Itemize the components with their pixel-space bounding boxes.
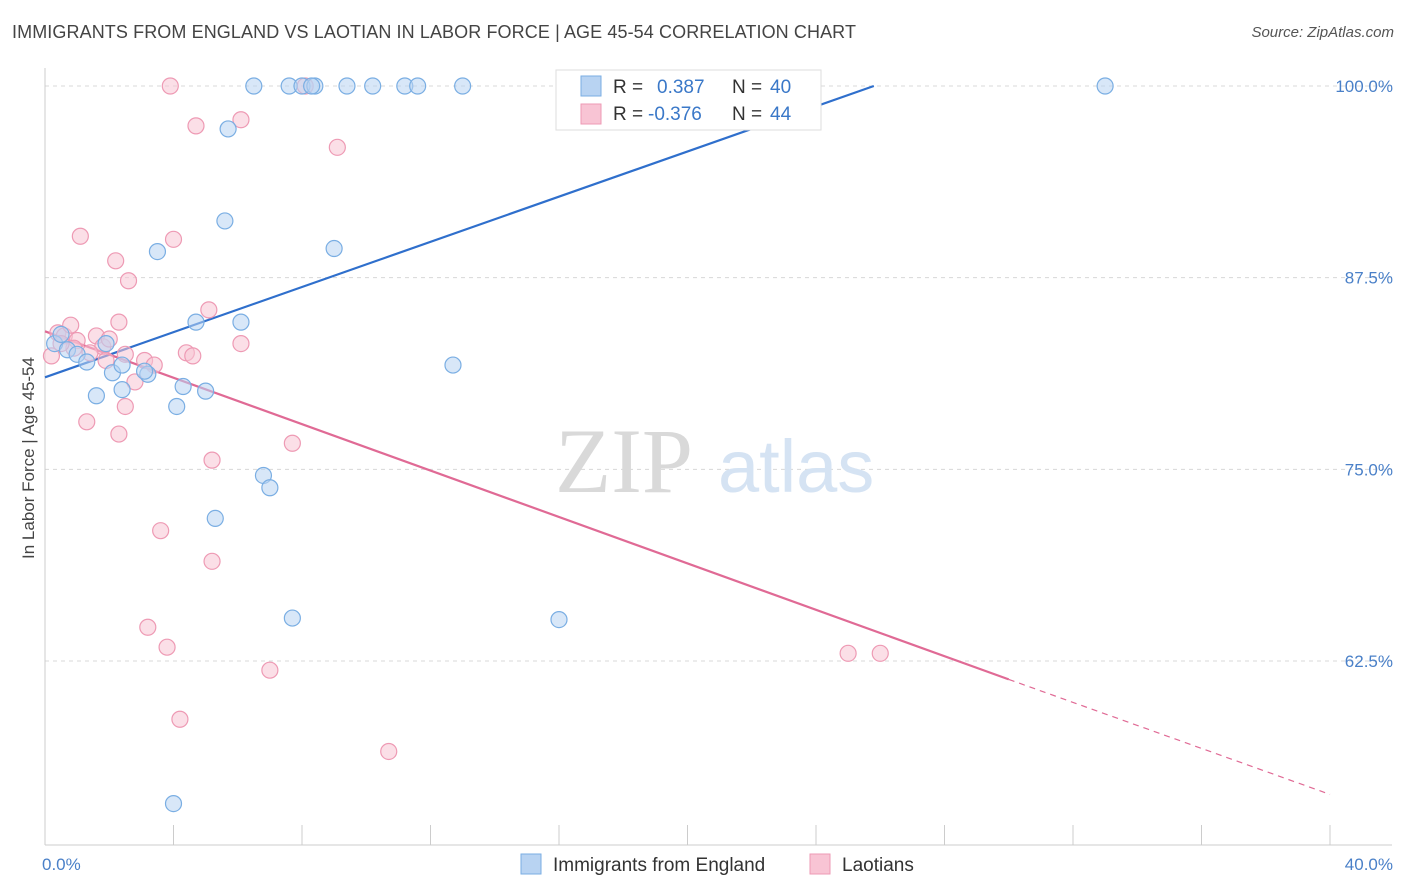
axes: [44, 68, 1392, 846]
blue-point-27: [325, 239, 343, 258]
blue-point-33: [454, 77, 472, 95]
pink-point-13: [119, 272, 138, 290]
pink-point-34: [839, 644, 857, 662]
blue-point-5: [87, 387, 106, 405]
blue-point-16: [206, 509, 224, 528]
blue-point-34: [550, 610, 568, 629]
blue-point-15: [197, 382, 215, 400]
pink-point-36: [110, 313, 128, 331]
legend-r-label-1: R =: [613, 77, 643, 98]
pink-point-29: [261, 661, 279, 679]
blue-point-28: [338, 77, 356, 95]
pink-point-42: [184, 347, 202, 365]
blue-point-8: [113, 381, 131, 399]
data-points: [42, 77, 1114, 813]
pink-point-14: [126, 373, 144, 391]
y-tick-labels: 62.5% 75.0% 87.5% 100.0%: [1335, 77, 1393, 671]
pink-point-6: [78, 413, 96, 431]
watermark-atlas: atlas: [718, 425, 874, 508]
bottom-legend-swatch-blue: [520, 853, 542, 875]
blue-point-22: [261, 479, 279, 497]
bottom-legend-swatch-pink: [809, 853, 831, 875]
pink-point-33: [380, 742, 398, 761]
pink-trend-extension: [1008, 678, 1331, 795]
pink-point-12: [116, 397, 134, 416]
blue-point-9: [113, 356, 131, 374]
pink-point-11: [110, 425, 128, 443]
y-tick-label-2: 87.5%: [1345, 269, 1393, 288]
legend-n-value-1: 40: [770, 77, 791, 98]
pink-point-20: [164, 230, 183, 248]
blue-point-18: [219, 120, 237, 138]
blue-point-1: [52, 325, 70, 343]
blue-point-13: [174, 377, 192, 396]
series-legend: Immigrants from England Laotians: [520, 853, 914, 876]
blue-point-24: [283, 609, 301, 627]
watermark: ZIP atlas: [555, 410, 874, 512]
legend-n-value-2: 44: [770, 104, 792, 125]
pink-point-18: [158, 638, 176, 656]
legend-r-label-2: R =: [613, 104, 643, 125]
watermark-zip: ZIP: [555, 410, 693, 512]
blue-point-29: [364, 77, 382, 95]
pink-point-25: [203, 451, 221, 469]
blue-point-19: [232, 313, 250, 331]
chart-title: IMMIGRANTS FROM ENGLAND VS LAOTIAN IN LA…: [12, 22, 857, 42]
pink-point-17: [152, 522, 170, 540]
blue-trend-line: [44, 84, 875, 379]
blue-point-11: [148, 243, 167, 261]
blue-point-17: [216, 212, 234, 230]
legend-r-value-2: -0.376: [648, 104, 702, 125]
pink-point-10: [107, 252, 125, 270]
blue-point-39: [303, 77, 321, 95]
pink-point-23: [187, 117, 205, 135]
gridlines: [45, 85, 1392, 662]
blue-point-12: [168, 397, 186, 416]
pink-point-24: [200, 301, 218, 319]
legend-swatch-pink: [580, 103, 602, 125]
blue-point-37: [164, 794, 183, 813]
x-tick-label-1: 40.0%: [1345, 855, 1393, 874]
source-label: Source: ZipAtlas.com: [1251, 24, 1394, 41]
blue-point-32: [444, 356, 462, 374]
y-axis-label: In Labor Force | Age 45-54: [19, 357, 38, 559]
legend-swatch-blue: [580, 75, 602, 97]
legend-n-label-2: N =: [732, 104, 762, 125]
pink-point-35: [871, 644, 889, 662]
legend-r-value-1: 0.387: [657, 77, 705, 98]
x-tick-labels: 0.0% 40.0%: [42, 855, 1393, 874]
pink-point-19: [161, 77, 179, 95]
blue-point-6: [97, 335, 115, 353]
blue-point-4: [78, 353, 96, 371]
y-tick-label-3: 100.0%: [1335, 77, 1393, 96]
blue-point-20: [245, 77, 263, 95]
pink-point-21: [171, 710, 189, 728]
x-tick-label-0: 0.0%: [42, 855, 81, 874]
pink-point-32: [328, 138, 346, 156]
y-tick-label-1: 75.0%: [1345, 460, 1393, 479]
pink-point-27: [232, 335, 250, 353]
blue-point-36: [1096, 77, 1114, 95]
legend-n-label-1: N =: [732, 77, 762, 98]
bottom-legend-label-laotians: Laotians: [842, 855, 914, 876]
correlation-legend: R = 0.387 N = 40 R = -0.376 N = 44: [555, 69, 822, 131]
y-tick-label-0: 62.5%: [1345, 652, 1393, 671]
pink-point-16: [139, 618, 157, 636]
pink-point-26: [203, 552, 221, 570]
pink-point-30: [283, 434, 301, 452]
pink-point-28: [232, 111, 250, 129]
pink-point-5: [71, 227, 89, 245]
blue-point-31: [409, 77, 427, 95]
bottom-legend-label-england: Immigrants from England: [553, 855, 765, 876]
blue-point-38: [135, 362, 154, 380]
blue-point-14: [187, 313, 205, 331]
